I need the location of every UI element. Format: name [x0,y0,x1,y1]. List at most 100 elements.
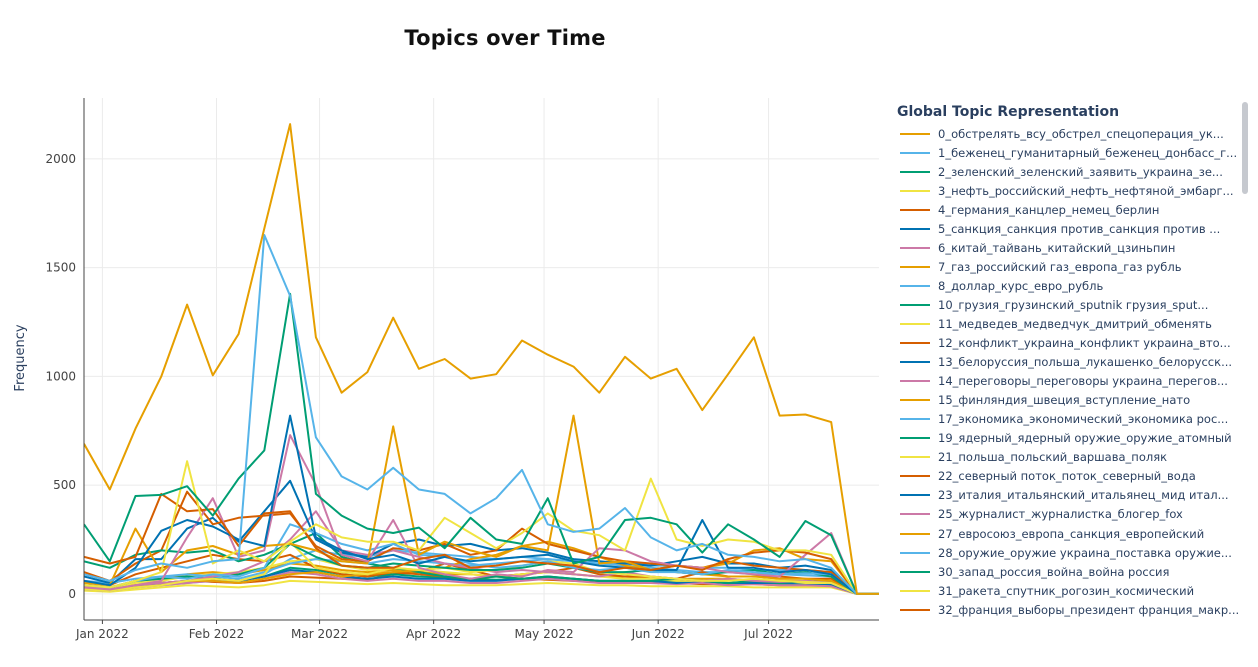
legend-label: 5_санкция_санкция против_санкция против … [938,221,1221,236]
y-tick-label: 1000 [45,369,76,383]
series-line-14[interactable] [84,540,879,595]
legend-swatch [900,399,930,402]
legend-swatch [900,170,930,173]
legend-item[interactable]: 27_евросоюз_европа_санкция_европейский [897,524,1242,543]
legend-item[interactable]: 30_запад_россия_война_война россия [897,562,1242,581]
legend-label: 30_запад_россия_война_война россия [938,564,1170,579]
legend-label: 1_беженец_гуманитарный_беженец_донбасс_г… [938,145,1238,160]
legend-item[interactable]: 14_переговоры_переговоры украина_перегов… [897,372,1242,391]
legend-label: 27_евросоюз_европа_санкция_европейский [938,526,1205,541]
legend-items: 0_обстрелять_всу_обстрел_спецоперация_ук… [897,124,1242,619]
legend-label: 11_медведев_медведчук_дмитрий_обменять [938,316,1212,331]
legend-label: 6_китай_тайвань_китайский_цзиньпин [938,240,1176,255]
legend-label: 17_экономика_экономический_экономика рос… [938,412,1229,427]
y-tick-label: 500 [53,478,76,492]
series-line-24[interactable] [84,579,879,595]
series-line-2[interactable] [84,292,879,595]
series-line-0[interactable] [84,123,879,595]
legend-item[interactable]: 0_обстрелять_всу_обстрел_спецоперация_ук… [897,124,1242,143]
series-line-4[interactable] [84,492,879,595]
legend-item[interactable]: 5_санкция_санкция против_санкция против … [897,219,1242,238]
series-line-7[interactable] [84,414,879,595]
legend-swatch [900,208,930,211]
y-axis-title: Frequency [13,324,28,391]
legend-item[interactable]: 25_журналист_журналистка_блогер_fox [897,505,1242,524]
x-tick-label: May 2022 [514,627,573,641]
legend-swatch [900,608,930,611]
series-lines [84,123,879,595]
legend-label: 8_доллар_курс_евро_рубль [938,278,1104,293]
legend-swatch [900,322,930,325]
legend-label: 31_ракета_спутник_рогозин_космический [938,583,1195,598]
legend-swatch [900,513,930,516]
legend-label: 12_конфликт_украина_конфликт украина_вто… [938,336,1231,351]
legend-swatch [900,437,930,440]
legend-swatch [900,361,930,364]
series-line-12[interactable] [84,479,879,595]
series-line-8[interactable] [84,523,879,595]
legend-swatch [900,589,930,592]
legend-item[interactable]: 21_польша_польский_варшава_поляк [897,448,1242,467]
legend-item[interactable]: 28_оружие_оружие украина_поставка оружие… [897,543,1242,562]
legend-item[interactable]: 17_экономика_экономический_экономика рос… [897,410,1242,429]
series-line-5[interactable] [84,414,879,595]
legend-item[interactable]: 12_конфликт_украина_конфликт украина_вто… [897,334,1242,353]
legend-swatch [900,284,930,287]
series-line-10[interactable] [84,540,879,595]
legend-swatch [900,532,930,535]
x-tick-label: Jan 2022 [75,627,129,641]
legend-label: 7_газ_российский газ_европа_газ рубль [938,259,1182,274]
legend-swatch [900,551,930,554]
legend-item[interactable]: 7_газ_российский газ_европа_газ рубль [897,257,1242,276]
x-tick-label: Apr 2022 [406,627,461,641]
legend-item[interactable]: 22_северный поток_поток_северный_вода [897,467,1242,486]
legend-label: 23_италия_итальянский_итальянец_мид итал… [938,488,1229,503]
legend-label: 28_оружие_оружие украина_поставка оружие… [938,545,1232,560]
legend-swatch [900,456,930,459]
legend-label: 15_финляндия_швеция_вступление_нато [938,393,1191,408]
legend: Global Topic Representation 0_обстрелять… [897,103,1242,619]
legend-swatch [900,342,930,345]
legend-item[interactable]: 6_китай_тайвань_китайский_цзиньпин [897,238,1242,257]
legend-swatch [900,494,930,497]
legend-label: 0_обстрелять_всу_обстрел_спецоперация_ук… [938,126,1224,141]
legend-label: 22_северный поток_поток_северный_вода [938,469,1196,484]
legend-label: 25_журналист_журналистка_блогер_fox [938,507,1183,522]
legend-item[interactable]: 23_италия_итальянский_итальянец_мид итал… [897,486,1242,505]
legend-item[interactable]: 11_медведев_медведчук_дмитрий_обменять [897,314,1242,333]
series-line-9[interactable] [84,542,879,595]
legend-item[interactable]: 31_ракета_спутник_рогозин_космический [897,581,1242,600]
legend-label: 2_зеленский_зеленский_заявить_украина_зе… [938,164,1223,179]
legend-item[interactable]: 4_германия_канцлер_немец_берлин [897,200,1242,219]
chart-title: Topics over Time [404,26,606,50]
legend-item[interactable]: 10_грузия_грузинский_sputnik грузия_sput… [897,295,1242,314]
legend-scrollbar[interactable] [1242,102,1248,194]
legend-label: 4_германия_канцлер_немец_берлин [938,202,1160,217]
series-line-11[interactable] [84,490,879,595]
legend-item[interactable]: 13_белоруссия_польша_лукашенко_белорусск… [897,353,1242,372]
legend-label: 32_франция_выборы_президент франция_макр… [938,602,1240,617]
legend-swatch [900,418,930,421]
series-line-1[interactable] [84,234,879,595]
legend-item[interactable]: 2_зеленский_зеленский_заявить_украина_зе… [897,162,1242,181]
legend-item[interactable]: 15_финляндия_швеция_вступление_нато [897,391,1242,410]
legend-item[interactable]: 32_франция_выборы_президент франция_макр… [897,600,1242,619]
legend-label: 14_переговоры_переговоры украина_перегов… [938,374,1228,389]
legend-swatch [900,265,930,268]
legend-label: 3_нефть_российский_нефть_нефтяной_эмбарг… [938,183,1234,198]
legend-item[interactable]: 8_доллар_курс_евро_рубль [897,276,1242,295]
legend-item[interactable]: 1_беженец_гуманитарный_беженец_донбасс_г… [897,143,1242,162]
legend-label: 21_польша_польский_варшава_поляк [938,450,1168,465]
x-tick-label: Jun 2022 [631,627,685,641]
legend-swatch [900,151,930,154]
legend-item[interactable]: 3_нефть_российский_нефть_нефтяной_эмбарг… [897,181,1242,200]
legend-label: 10_грузия_грузинский_sputnik грузия_sput… [938,297,1209,312]
legend-label: 19_ядерный_ядерный оружие_оружие_атомный [938,431,1232,446]
legend-swatch [900,380,930,383]
legend-label: 13_белоруссия_польша_лукашенко_белорусск… [938,355,1233,370]
x-tick-label: Mar 2022 [291,627,348,641]
legend-item[interactable]: 19_ядерный_ядерный оружие_оружие_атомный [897,429,1242,448]
legend-swatch [900,132,930,135]
legend-swatch [900,189,930,192]
